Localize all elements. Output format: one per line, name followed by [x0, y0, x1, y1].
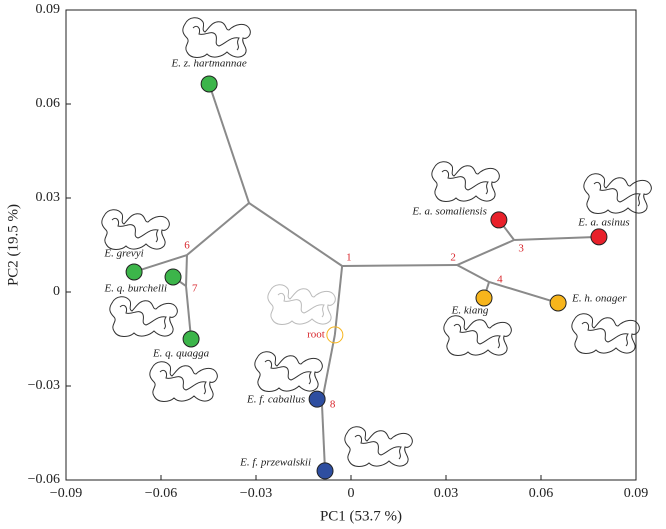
tree-edge — [488, 281, 559, 304]
tooth-icon — [443, 315, 512, 356]
tree-edge — [456, 264, 490, 283]
tip-marker — [200, 75, 218, 93]
tip-marker — [308, 390, 326, 408]
tip-marker — [549, 294, 567, 312]
tree-edge — [185, 285, 193, 340]
tooth-icon — [267, 284, 336, 325]
tree-edge — [514, 235, 599, 241]
tooth-icon — [583, 173, 652, 214]
node-label: 8 — [330, 399, 336, 411]
tree-edge — [248, 202, 343, 267]
tree-edge — [186, 202, 250, 256]
x-tick-label: 0 — [348, 486, 355, 501]
node-label: root — [307, 328, 325, 340]
tip-marker — [125, 263, 143, 281]
node-label: 3 — [518, 243, 524, 255]
y-tick-label: −0.03 — [28, 378, 60, 393]
x-tick-label: 0.06 — [529, 486, 554, 501]
node-label: 6 — [184, 240, 190, 252]
tip-label: E. z. hartmannae — [171, 57, 247, 69]
tip-marker — [316, 462, 334, 480]
y-axis-label: PC2 (19.5 %) — [5, 204, 21, 286]
tooth-icon — [254, 351, 323, 392]
tip-marker — [475, 289, 493, 307]
tip-marker — [490, 211, 508, 229]
tip-label: E. a. asinus — [577, 216, 629, 228]
tip-label: E. h. onager — [571, 292, 627, 304]
tree-edge — [185, 254, 188, 287]
x-tick-label: 0.09 — [624, 486, 649, 501]
tooth-icon — [182, 17, 251, 58]
tip-marker — [182, 330, 200, 348]
y-tick-label: 0.03 — [36, 190, 61, 205]
tree-edge — [320, 401, 327, 471]
tooth-icon — [571, 313, 640, 354]
tip-label: E. f. caballus — [246, 394, 305, 406]
tooth-icon — [344, 426, 413, 467]
tree-edge — [208, 83, 250, 204]
tip-label: E. f. przewalskii — [239, 456, 311, 468]
y-tick-label: 0.06 — [36, 96, 61, 111]
tip-label: E. q. burchelli — [104, 282, 168, 294]
tip-label: E. a. somaliensis — [411, 205, 487, 217]
root-marker — [326, 326, 344, 344]
x-tick-label: −0.09 — [50, 486, 82, 501]
tooth-icon — [149, 361, 218, 402]
tree-edge — [133, 254, 188, 273]
tree-edge — [456, 239, 515, 266]
node-label: 4 — [497, 274, 503, 286]
tip-label: E. grevyi — [103, 247, 143, 259]
y-tick-label: 0 — [53, 284, 60, 299]
tree-edge — [342, 264, 458, 267]
tip-label: E. kiang — [451, 304, 489, 316]
x-tick-label: −0.03 — [240, 486, 272, 501]
tree-edge — [333, 265, 344, 336]
tip-label: E. q. quagga — [152, 348, 210, 360]
x-tick-label: 0.03 — [434, 486, 459, 501]
tooth-icon — [101, 209, 170, 250]
tree-edge — [320, 334, 336, 403]
tip-marker — [590, 228, 608, 246]
tip-marker — [164, 268, 182, 286]
x-tick-label: −0.06 — [145, 486, 177, 501]
y-tick-label: 0.09 — [36, 2, 61, 17]
node-label: 1 — [346, 252, 352, 264]
tooth-icon — [109, 296, 178, 337]
x-axis-label: PC1 (53.7 %) — [320, 508, 402, 524]
tooth-icon — [431, 161, 500, 202]
y-tick-label: −0.06 — [28, 472, 60, 487]
plot-frame — [65, 9, 637, 481]
node-label: 2 — [450, 252, 456, 264]
node-label: 7 — [192, 283, 198, 295]
